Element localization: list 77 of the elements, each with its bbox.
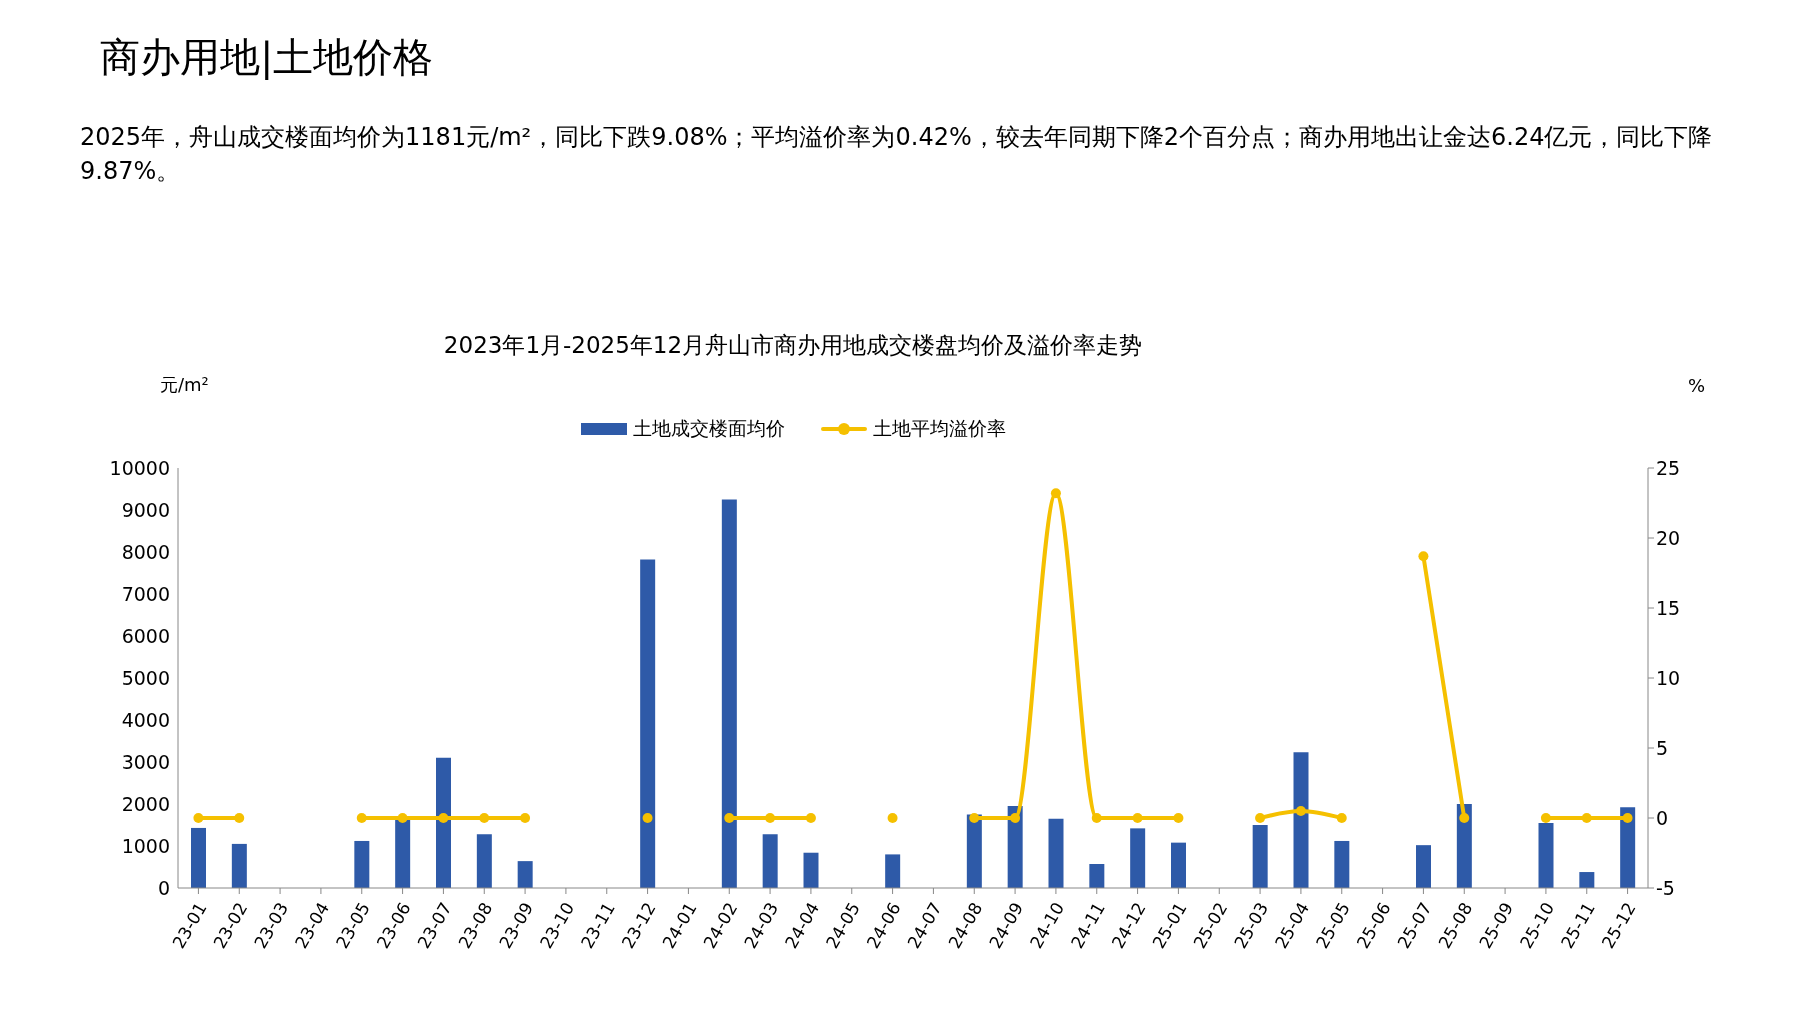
y2-tick-label: 15	[1656, 596, 1681, 619]
bar	[762, 834, 778, 888]
bar	[476, 834, 492, 888]
y2-tick-label: 25	[1656, 456, 1681, 479]
y2-tick-label: 5	[1656, 736, 1669, 759]
y-tick-label: 1000	[121, 834, 170, 857]
point	[1540, 813, 1551, 823]
y-tick-label: 6000	[121, 624, 170, 647]
y-tick-label: 4000	[121, 708, 170, 731]
bar	[395, 818, 411, 888]
bar	[721, 499, 737, 888]
chart-title: 商办用地|土地价格	[100, 33, 434, 82]
y-tick-label: 10000	[109, 456, 170, 479]
point	[1132, 813, 1143, 823]
point	[438, 813, 449, 823]
point	[887, 813, 898, 823]
y2-tick-label: 0	[1656, 806, 1669, 829]
bar	[191, 827, 206, 888]
point	[1050, 488, 1061, 499]
point	[1581, 813, 1592, 823]
y-tick-label: 5000	[121, 666, 170, 689]
point	[969, 813, 980, 823]
bar	[1171, 842, 1186, 888]
y2-tick-label: 10	[1656, 666, 1681, 689]
bar	[1416, 845, 1431, 888]
bar	[1130, 828, 1146, 888]
chart-subtitle: 2023年1月-2025年12月舟山市商办用地成交楼盘均价及溢价率走势	[442, 331, 1144, 360]
bar	[354, 840, 370, 888]
y-tick-label: 9000	[121, 498, 170, 521]
y-tick-label: 8000	[121, 540, 170, 563]
bar	[966, 814, 982, 888]
bar	[1007, 806, 1023, 888]
y-tick-label: 0	[157, 876, 170, 899]
y2-axis-title: %	[1688, 375, 1706, 396]
point	[234, 813, 245, 823]
y-tick-label: 3000	[121, 750, 170, 773]
point	[356, 813, 367, 823]
y2-tick-label: -5	[1656, 876, 1675, 899]
point	[1418, 551, 1429, 562]
point	[805, 813, 816, 823]
point	[1173, 813, 1184, 823]
bar	[885, 854, 901, 888]
point	[642, 813, 653, 823]
y-tick-label: 2000	[121, 792, 170, 815]
bar	[1456, 804, 1472, 888]
bar	[1620, 807, 1636, 888]
bar	[231, 843, 247, 888]
point	[765, 813, 776, 823]
point	[1622, 813, 1633, 823]
bar	[803, 852, 819, 888]
point	[193, 813, 204, 823]
bar	[1252, 825, 1268, 888]
point	[1010, 813, 1021, 823]
point	[397, 813, 408, 823]
y-axis-title: 元/m²	[160, 373, 209, 397]
y2-tick-label: 20	[1656, 526, 1681, 549]
text: 2025年，舟山成交楼面均价为1181元/m²，同比下跌9.08%；平均溢价率为0.42%，较去年同期下降2个百分点；商办用地出让金达6.24亿元，同比下降9.87%。	[80, 122, 1714, 187]
bar	[1538, 822, 1554, 888]
bar	[1048, 818, 1064, 888]
legend-label: 土地成交楼面均价	[632, 416, 785, 441]
bar	[1089, 864, 1105, 888]
bar	[1579, 872, 1595, 888]
point	[479, 813, 490, 823]
point	[1091, 813, 1102, 823]
point	[520, 813, 531, 823]
bar	[640, 559, 656, 888]
point	[1255, 813, 1266, 823]
point	[1336, 813, 1347, 823]
bar	[1334, 840, 1350, 888]
bar	[1293, 752, 1309, 888]
point	[724, 813, 735, 823]
bar	[517, 861, 533, 888]
bar	[436, 757, 451, 888]
y-tick-label: 7000	[121, 582, 170, 605]
legend-label: 土地平均溢价率	[872, 416, 1006, 441]
point	[1295, 806, 1306, 816]
point	[1459, 813, 1470, 823]
